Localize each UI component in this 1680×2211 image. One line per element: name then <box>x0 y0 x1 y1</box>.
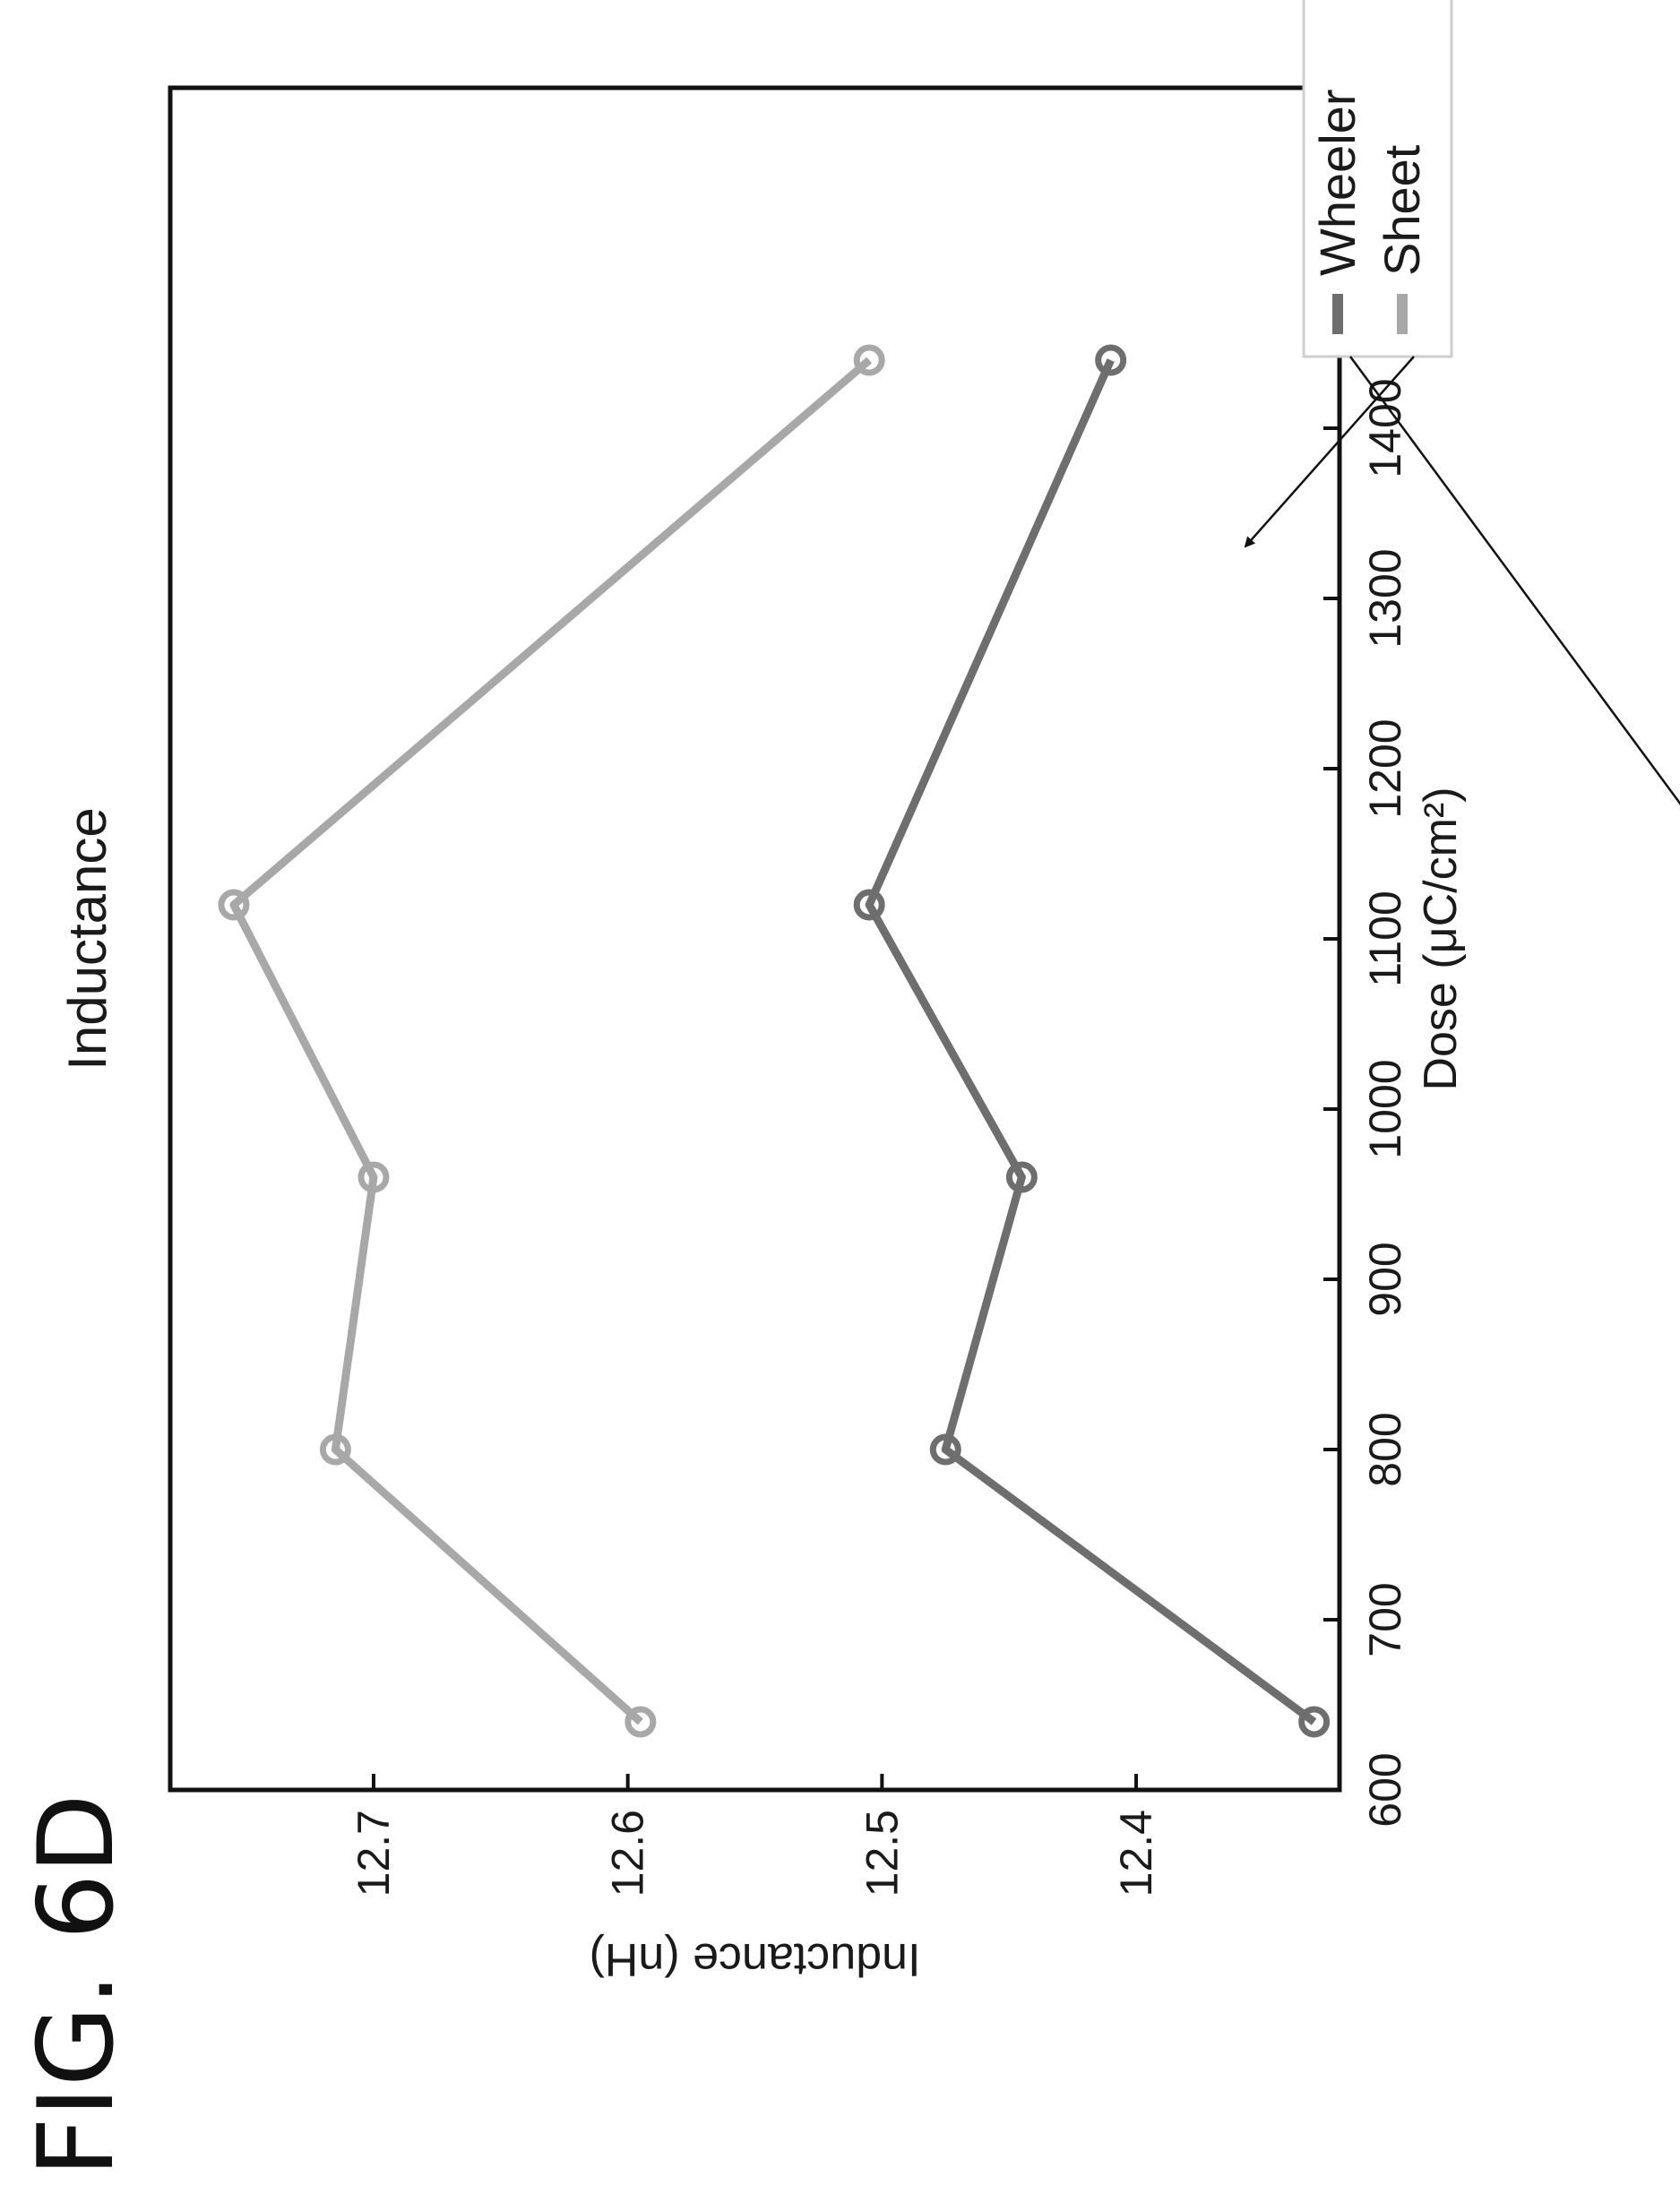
annotation-arrows <box>1244 356 1680 856</box>
x-tick-label: 800 <box>1360 1412 1410 1486</box>
series-line-wheeler <box>865 358 1317 1725</box>
arrow-sheet <box>1244 356 1415 548</box>
data-point-wheeler <box>1298 1706 1331 1738</box>
data-point-sheet <box>853 344 885 376</box>
y-tick-label: 12.6 <box>603 1810 653 1897</box>
x-tick-label: 1100 <box>1360 890 1410 987</box>
data-point-wheeler <box>1095 344 1127 376</box>
data-point-sheet <box>218 889 250 921</box>
figure-label: FIG. 6D <box>16 1794 137 2177</box>
data-point-wheeler <box>1005 1161 1038 1193</box>
y-tick-label: 12.5 <box>857 1810 907 1897</box>
x-tick-label: 900 <box>1360 1242 1410 1316</box>
data-point-sheet <box>319 1433 351 1466</box>
x-tick-label: 700 <box>1360 1582 1410 1656</box>
y-tick-label: 12.4 <box>1111 1810 1161 1897</box>
chart-title: Inductance <box>57 807 117 1071</box>
data-point-wheeler <box>929 1433 961 1466</box>
data-point-sheet <box>625 1706 657 1738</box>
arrow-wheeler <box>1348 356 1680 856</box>
x-tick-label: 600 <box>1360 1752 1410 1827</box>
x-axis-label: Dose (μC/cm²) <box>1415 787 1467 1090</box>
y-axis-label: Inductance (nH) <box>590 1933 921 1985</box>
legend-box <box>1302 0 1453 358</box>
data-point-sheet <box>358 1161 390 1193</box>
series-line-sheet <box>229 357 873 1725</box>
plot-area: 6007008009001000110012001300140015001600… <box>57 38 1467 1985</box>
x-tick-label: 1200 <box>1360 718 1410 818</box>
data-point-wheeler <box>853 889 885 921</box>
x-tick-label: 1000 <box>1360 1059 1410 1158</box>
plot-frame <box>168 85 1342 1793</box>
legend-label-wheeler: Wheeler <box>1309 89 1366 276</box>
legend-label-sheet: Sheet <box>1374 144 1430 276</box>
legend: Wheeler Sheet <box>1302 0 1453 358</box>
x-tick-label: 1300 <box>1360 548 1410 648</box>
y-tick-label: 12.7 <box>349 1810 399 1897</box>
